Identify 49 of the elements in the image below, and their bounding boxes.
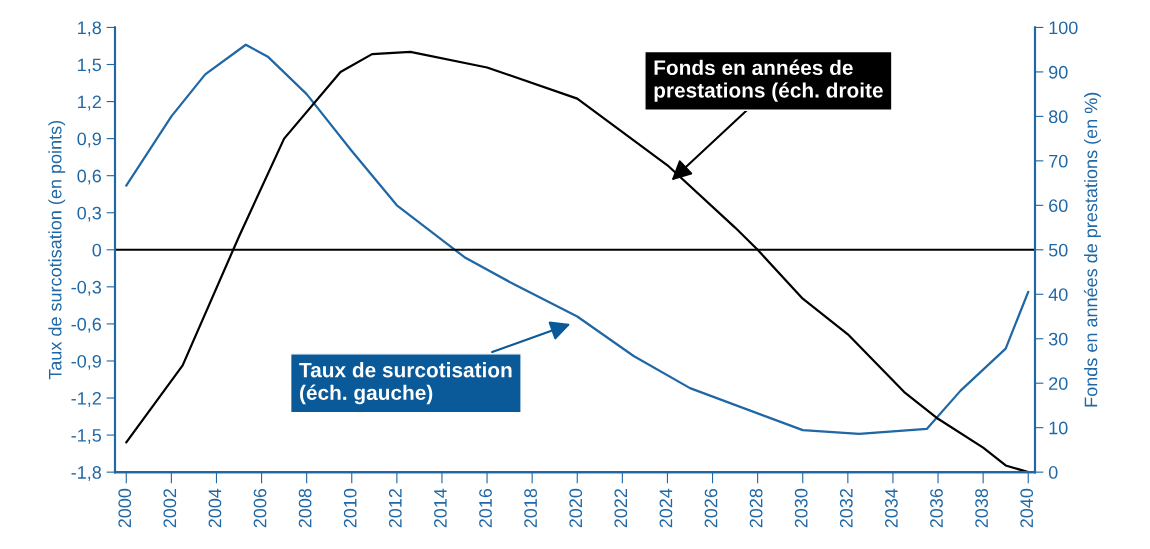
y-tick-label: -0,9 (71, 354, 101, 370)
x-tick-label: 2028 (749, 488, 763, 528)
y2-tick-label: 60 (1049, 199, 1068, 213)
y-tick-label: 0,6 (77, 169, 102, 185)
y-tick-label: -1,2 (71, 391, 101, 407)
y2-axis-title: Fonds en années de prestations (en %) (1083, 92, 1101, 407)
y2-tick-label: 10 (1049, 421, 1068, 435)
y-tick-label: -0,6 (71, 317, 102, 333)
x-tick-label: 2026 (704, 488, 718, 528)
y2-tick-label: 20 (1049, 377, 1068, 390)
x-tick-label: 2032 (839, 489, 853, 528)
y2-tick-label: 80 (1048, 110, 1068, 124)
x-tick-label: 2016 (479, 488, 492, 528)
x-tick-label: 2030 (794, 488, 808, 528)
y2-tick-label: 30 (1048, 332, 1068, 346)
x-tick-label: 2020 (569, 488, 583, 528)
x-tick-label: 2022 (614, 489, 628, 528)
x-tick-label: 2010 (343, 488, 357, 528)
y-axis-title: Taux de surcotisation (en points) (48, 120, 66, 380)
x-tick-label: 2012 (388, 489, 402, 528)
x-tick-label: 2008 (298, 488, 312, 528)
y2-tick-label: 70 (1049, 154, 1068, 168)
x-tick-label: 2014 (434, 488, 447, 528)
y2-tick-label: 0 (1048, 466, 1058, 479)
x-tick-label: 2036 (930, 488, 943, 528)
y-tick-label: 1,8 (78, 21, 102, 37)
y2-tick-label: 50 (1048, 243, 1068, 257)
y-tick-label: 0,9 (77, 132, 101, 148)
x-tick-label: 2040 (1020, 488, 1034, 528)
x-tick-label: 2004 (208, 488, 222, 528)
y2-tick-label: 90 (1049, 65, 1068, 79)
x-tick-label: 2038 (975, 488, 988, 528)
annotation: Taux de surcotisation (éch. gauche) (299, 362, 512, 405)
y-tick-label: -1,8 (71, 466, 102, 481)
x-tick-label: 2024 (659, 488, 673, 528)
x-tick-label: 2006 (253, 488, 267, 528)
y-tick-label: -0,3 (71, 280, 102, 296)
y-tick-label: 0 (92, 243, 102, 257)
x-tick-label: 2000 (118, 488, 132, 528)
y-tick-label: 1,5 (78, 58, 102, 74)
y-tick-label: 1,2 (78, 95, 101, 111)
y-tick-label: 0,3 (77, 206, 102, 222)
x-tick-label: 2018 (524, 488, 537, 528)
y2-tick-label: 40 (1048, 288, 1068, 301)
y-tick-label: -1,5 (71, 429, 102, 444)
x-tick-label: 2002 (163, 489, 177, 528)
y2-tick-label: 100 (1049, 21, 1078, 35)
annotation: Fonds en années de prestations (éch. droite (654, 59, 883, 102)
x-tick-label: 2034 (885, 488, 898, 528)
